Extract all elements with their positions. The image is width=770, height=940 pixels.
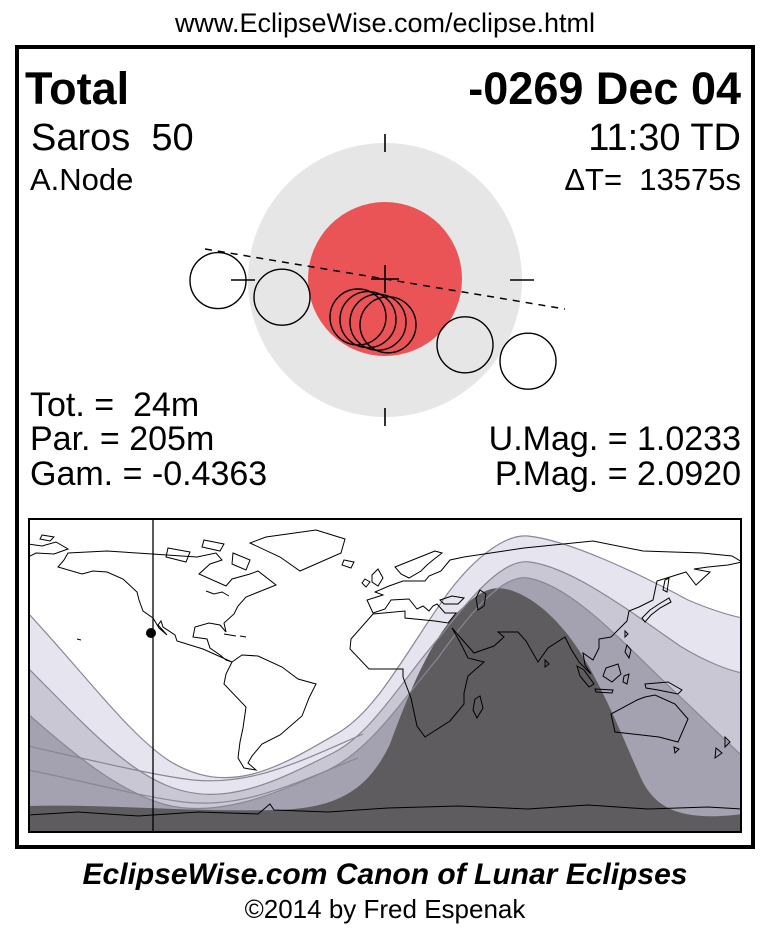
visibility-boundaries bbox=[28, 535, 742, 810]
moon-path-positions bbox=[189, 251, 557, 390]
coastlines bbox=[28, 529, 742, 817]
totality-duration: Tot. = 24m bbox=[30, 386, 200, 424]
moon-greatest-b bbox=[349, 293, 407, 351]
visibility-map bbox=[28, 518, 742, 833]
moon-contact-p4 bbox=[499, 332, 557, 390]
penumbral-magnitude: P.Mag. = 2.0920 bbox=[494, 455, 741, 493]
canon-title: EclipseWise.com Canon of Lunar Eclipses bbox=[82, 858, 688, 891]
moon-contact-u4 bbox=[436, 316, 494, 374]
eclipse-date: -0269 Dec 04 bbox=[468, 63, 741, 114]
moon-contact-u2 bbox=[329, 288, 387, 346]
saros-series: Saros 50 bbox=[31, 117, 194, 159]
moon-contact-p1 bbox=[189, 251, 247, 310]
moon-contact-u1 bbox=[253, 268, 311, 326]
partial-duration: Par. = 205m bbox=[30, 420, 215, 458]
moon-greatest-a bbox=[339, 290, 397, 349]
visibility-zone-entire bbox=[28, 588, 742, 833]
source-url: www.EclipseWise.com/eclipse.html bbox=[174, 8, 596, 38]
eclipse-type: Total bbox=[25, 63, 130, 114]
umbral-magnitude: U.Mag. = 1.0233 bbox=[488, 420, 741, 458]
shadow-geometry-diagram bbox=[189, 134, 566, 426]
delta-t: ΔT= 13575s bbox=[564, 162, 741, 197]
cardinal-ticks bbox=[231, 134, 534, 426]
ecliptic-line bbox=[204, 248, 566, 310]
node-type: A.Node bbox=[30, 162, 134, 197]
eclipse-card: Total -0269 Dec 04 Saros 50 11:30 TD A.N… bbox=[15, 45, 755, 849]
copyright-notice: ©2014 by Fred Espenak bbox=[244, 894, 526, 924]
gamma-value: Gam. = -0.4363 bbox=[30, 455, 268, 493]
eclipse-time: 11:30 TD bbox=[588, 117, 741, 159]
moon-contact-u3 bbox=[359, 296, 417, 354]
map-border bbox=[28, 518, 742, 833]
zenith-point-dot bbox=[146, 628, 156, 638]
